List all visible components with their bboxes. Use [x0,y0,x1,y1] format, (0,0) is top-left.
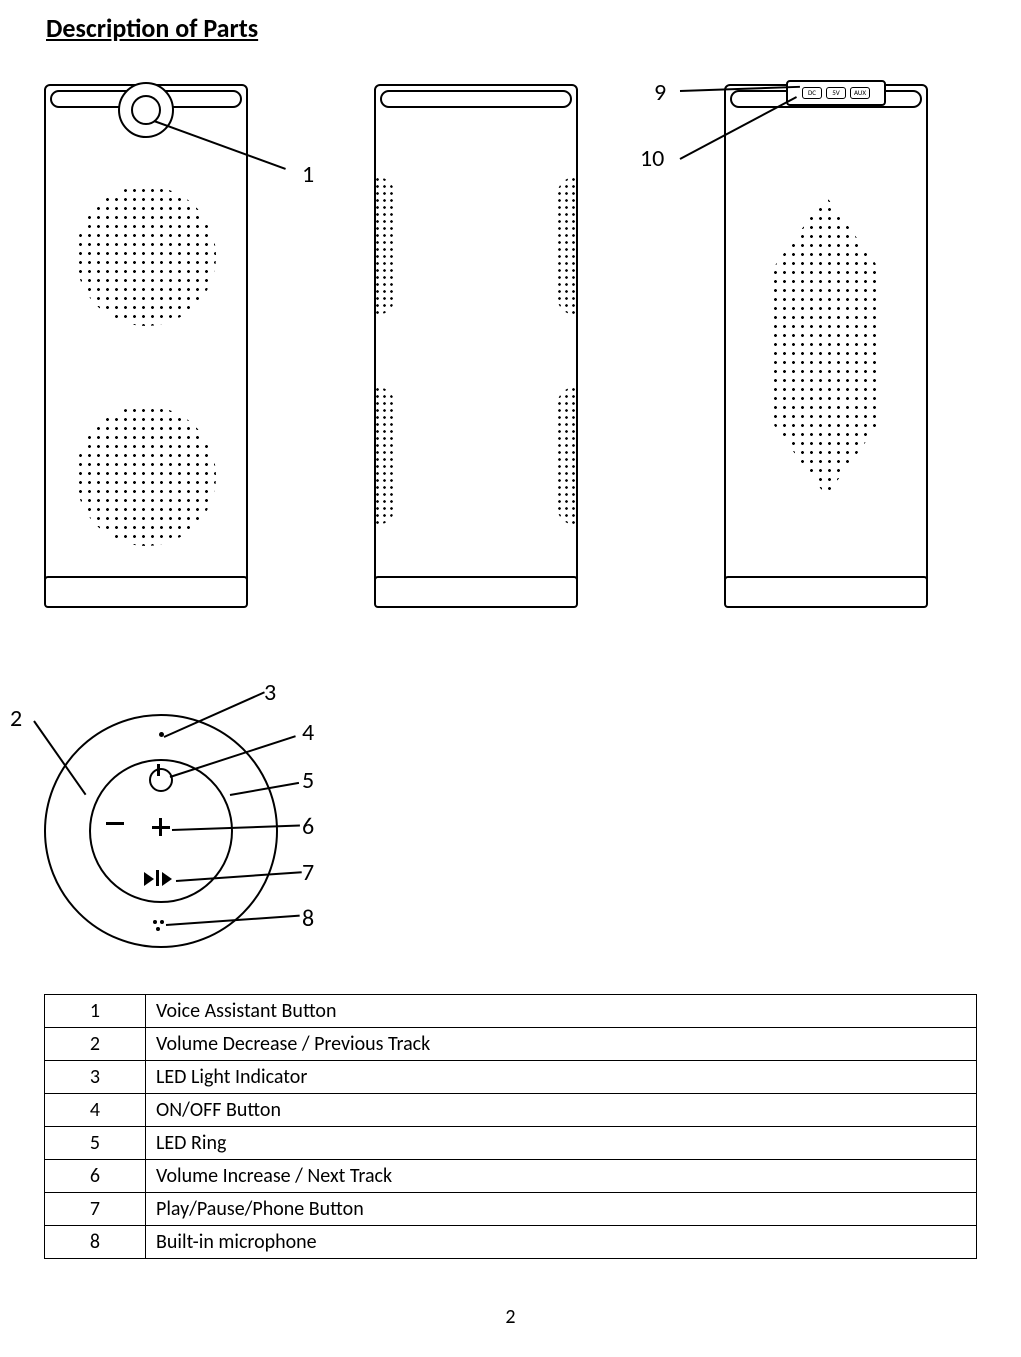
front-view [44,84,248,608]
callout-8: 8 [302,904,314,933]
table-row: 4ON/OFF Button [45,1094,977,1127]
power-icon-bar [157,764,160,776]
table-row: 8Built-in microphone [45,1226,977,1259]
play-icon [144,872,154,886]
cell-desc: Volume Decrease / Previous Track [146,1028,977,1061]
back-grill-hex [771,196,881,496]
cell-num: 5 [45,1127,146,1160]
cell-num: 3 [45,1061,146,1094]
side-bottom-cap [374,576,578,608]
side-grill-left-bottom [374,386,396,526]
mic-dot-3 [156,927,160,931]
front-bottom-cap [44,576,248,608]
back-view: DC 5V AUX [724,84,928,608]
cell-desc: Voice Assistant Button [146,995,977,1028]
callout-4: 4 [302,718,314,747]
play-prev-bar [162,872,172,886]
diagrams-area: 1 DC 5V AUX 9 10 [44,84,977,664]
side-grill-right-top [556,176,578,316]
side-top-cap [380,90,572,108]
front-grill-top [76,186,216,326]
cell-desc: Play/Pause/Phone Button [146,1193,977,1226]
front-grill-bottom [76,406,216,546]
callout-7: 7 [302,858,314,887]
table-row: 7Play/Pause/Phone Button [45,1193,977,1226]
callout-3: 3 [264,678,276,707]
cell-desc: LED Ring [146,1127,977,1160]
power-icon [149,768,173,792]
page-number: 2 [0,1305,1021,1329]
cell-num: 1 [45,995,146,1028]
port-5v: 5V [826,87,846,99]
cell-desc: Built-in microphone [146,1226,977,1259]
callout-6: 6 [302,812,314,841]
table-row: 5LED Ring [45,1127,977,1160]
port-aux: AUX [850,87,870,99]
callout-5: 5 [302,766,314,795]
side-view [374,84,578,608]
mic-dot-2 [160,920,164,924]
side-grill-right-bottom [556,386,578,526]
callout-10: 10 [640,144,664,173]
section-title: Description of Parts [46,12,977,44]
cell-desc: LED Light Indicator [146,1061,977,1094]
cell-desc: Volume Increase / Next Track [146,1160,977,1193]
callout-1: 1 [302,160,314,189]
cell-num: 6 [45,1160,146,1193]
port-dc: DC [802,87,822,99]
port-panel: DC 5V AUX [786,80,886,106]
table-row: 3LED Light Indicator [45,1061,977,1094]
top-view-area: 2 3 4 5 6 7 8 [44,684,977,964]
side-grill-left-top [374,176,396,316]
cell-num: 8 [45,1226,146,1259]
table-row: 6Volume Increase / Next Track [45,1160,977,1193]
parts-table: 1Voice Assistant Button 2Volume Decrease… [44,994,977,1259]
cell-num: 7 [45,1193,146,1226]
cell-desc: ON/OFF Button [146,1094,977,1127]
mic-housing [118,82,174,138]
parts-table-body: 1Voice Assistant Button 2Volume Decrease… [45,995,977,1259]
page: Description of Parts 1 DC [0,0,1021,1357]
callout-2: 2 [10,704,22,733]
cell-num: 2 [45,1028,146,1061]
plus-icon-v [159,818,162,836]
play-next-bar [156,870,159,886]
cell-num: 4 [45,1094,146,1127]
minus-icon [106,822,124,825]
table-row: 1Voice Assistant Button [45,995,977,1028]
back-bottom-cap [724,576,928,608]
table-row: 2Volume Decrease / Previous Track [45,1028,977,1061]
callout-9: 9 [654,78,666,107]
mic-dot-1 [153,920,157,924]
